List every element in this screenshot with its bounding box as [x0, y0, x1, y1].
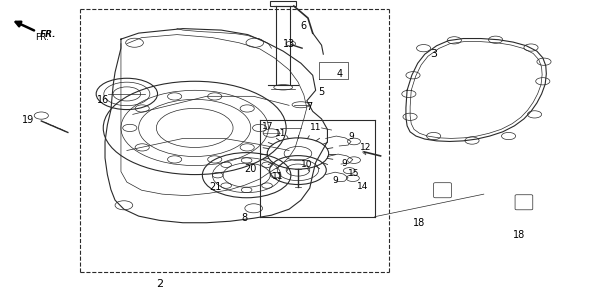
Text: 10: 10 [301, 160, 313, 169]
Text: 9: 9 [341, 159, 347, 168]
Text: 12: 12 [360, 143, 372, 152]
Text: 15: 15 [348, 169, 360, 178]
Text: 4: 4 [336, 69, 342, 79]
FancyBboxPatch shape [515, 195, 533, 210]
Text: 8: 8 [242, 213, 248, 223]
Text: 9: 9 [348, 132, 354, 141]
Text: 17: 17 [261, 122, 273, 131]
Text: FR.: FR. [40, 30, 57, 39]
Text: 11: 11 [310, 123, 322, 132]
FancyBboxPatch shape [270, 1, 296, 6]
Text: 6: 6 [301, 20, 307, 31]
Text: 19: 19 [22, 115, 34, 126]
Text: 13: 13 [283, 39, 295, 49]
Text: 3: 3 [430, 49, 437, 59]
Text: 11: 11 [271, 172, 283, 181]
Text: FR.: FR. [35, 33, 50, 42]
Text: 20: 20 [245, 163, 257, 174]
Text: 14: 14 [357, 182, 369, 191]
Text: 9: 9 [332, 176, 338, 185]
Text: 18: 18 [413, 218, 425, 228]
Text: 5: 5 [319, 87, 324, 97]
Text: 18: 18 [513, 230, 525, 240]
Text: 11: 11 [274, 129, 286, 138]
Text: 7: 7 [307, 102, 313, 112]
Text: 16: 16 [97, 95, 109, 105]
Text: 2: 2 [156, 279, 163, 290]
Text: 21: 21 [209, 182, 221, 192]
FancyBboxPatch shape [434, 183, 451, 198]
